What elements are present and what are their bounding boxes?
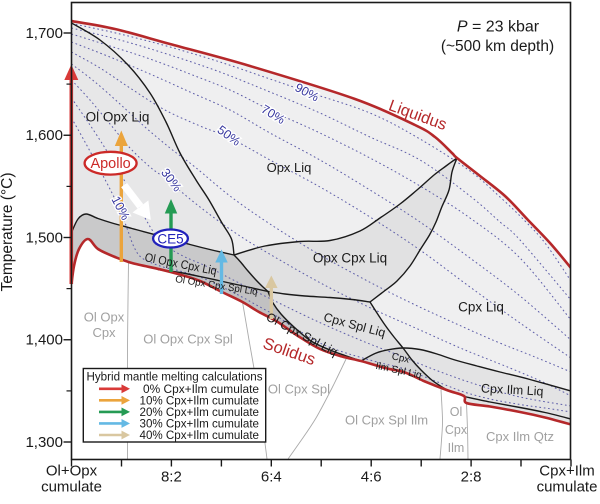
svg-text:Ol Cpx Spl Ilm: Ol Cpx Spl Ilm	[345, 413, 428, 428]
svg-text:CE5: CE5	[157, 231, 183, 246]
svg-text:Ilm: Ilm	[448, 441, 465, 455]
svg-text:0% Cpx+Ilm cumulate: 0% Cpx+Ilm cumulate	[143, 382, 259, 396]
svg-text:Temperature (°C): Temperature (°C)	[0, 172, 16, 291]
svg-text:8:2: 8:2	[161, 469, 182, 486]
svg-text:Cpx: Cpx	[92, 325, 116, 340]
svg-text:Cpx Liq: Cpx Liq	[458, 300, 504, 315]
svg-text:1,300: 1,300	[25, 434, 63, 451]
svg-text:Hybrid mantle melting calculat: Hybrid mantle melting calculations	[87, 370, 263, 384]
svg-text:4:6: 4:6	[361, 469, 382, 486]
svg-text:1,600: 1,600	[25, 127, 63, 144]
svg-text:Ol Opx Liq: Ol Opx Liq	[86, 110, 150, 125]
svg-text:1,400: 1,400	[25, 332, 63, 349]
svg-text:6:4: 6:4	[261, 469, 282, 486]
svg-text:Ol Cpx Spl: Ol Cpx Spl	[268, 382, 330, 397]
svg-text:Cpx+Ilm: Cpx+Ilm	[539, 463, 594, 480]
svg-text:cumulate: cumulate	[537, 479, 598, 496]
svg-text:(~500 km depth): (~500 km depth)	[441, 38, 554, 55]
svg-text:1,700: 1,700	[25, 25, 63, 42]
svg-text:cumulate: cumulate	[41, 479, 102, 496]
svg-text:40% Cpx+Ilm cumulate: 40% Cpx+Ilm cumulate	[140, 428, 260, 442]
svg-text:Cpx Ilm Liq: Cpx Ilm Liq	[481, 381, 544, 398]
svg-text:Opx Cpx Liq: Opx Cpx Liq	[313, 251, 387, 266]
svg-text:Cpx Ilm Qtz: Cpx Ilm Qtz	[486, 429, 554, 444]
svg-text:30% Cpx+Ilm cumulate: 30% Cpx+Ilm cumulate	[140, 417, 260, 431]
svg-text:Ol Opx: Ol Opx	[84, 310, 125, 325]
svg-text:10% Cpx+Ilm cumulate: 10% Cpx+Ilm cumulate	[140, 394, 260, 408]
svg-text:1,500: 1,500	[25, 230, 63, 247]
svg-text:Opx Liq: Opx Liq	[267, 160, 312, 175]
svg-text:Cpx: Cpx	[445, 423, 468, 437]
svg-text:20% Cpx+Ilm cumulate: 20% Cpx+Ilm cumulate	[140, 405, 260, 419]
svg-text:Cpx: Cpx	[391, 351, 411, 365]
svg-text:P = 23 kbar: P = 23 kbar	[457, 19, 540, 36]
svg-text:Ol+Opx: Ol+Opx	[46, 463, 98, 480]
svg-text:Ol: Ol	[450, 405, 463, 419]
svg-text:2:8: 2:8	[461, 469, 482, 486]
svg-text:Ol Opx Cpx Spl: Ol Opx Cpx Spl	[143, 332, 233, 347]
svg-text:Apollo: Apollo	[90, 156, 130, 172]
